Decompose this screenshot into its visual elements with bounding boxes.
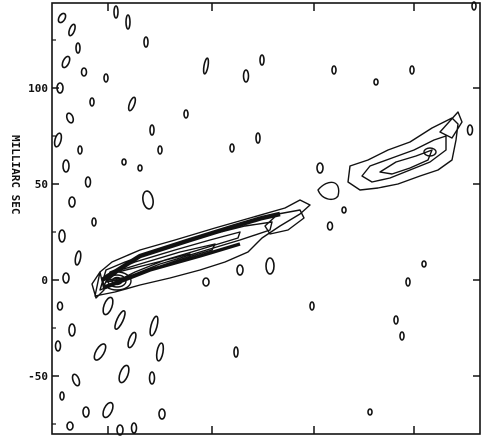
mid-knot: [264, 209, 305, 235]
noise-contours: [53, 1, 477, 436]
core-contour-2: [107, 274, 127, 288]
y-axis-label: MILLIARC SEC: [9, 135, 22, 214]
y-tick-label: -50: [28, 370, 48, 383]
y-ticks: 100 50 0 -50: [28, 39, 480, 425]
lobe-inner-1: [361, 135, 447, 183]
y-tick-label: 100: [28, 82, 48, 95]
jet-ridge-lower: [103, 242, 241, 290]
outer-lobe: [347, 111, 463, 191]
jet-ridge: [100, 211, 281, 282]
lobe-inner-2: [379, 149, 433, 175]
jet-contour-5: [107, 253, 191, 281]
x-ticks: [107, 3, 415, 434]
core-spur: [91, 271, 105, 299]
y-tick-label: 0: [41, 274, 48, 287]
knot-arc: [317, 181, 340, 201]
jet-contours: [91, 181, 340, 299]
y-tick-label: 50: [35, 178, 48, 191]
lobe-core: [423, 147, 437, 157]
core-contour-1: [102, 271, 132, 291]
lobe-tail: [439, 111, 463, 139]
jet-outer-contour: [94, 199, 311, 297]
core-contour-3: [111, 276, 123, 286]
plot-frame: [51, 2, 481, 435]
lobe-outer: [347, 117, 459, 191]
